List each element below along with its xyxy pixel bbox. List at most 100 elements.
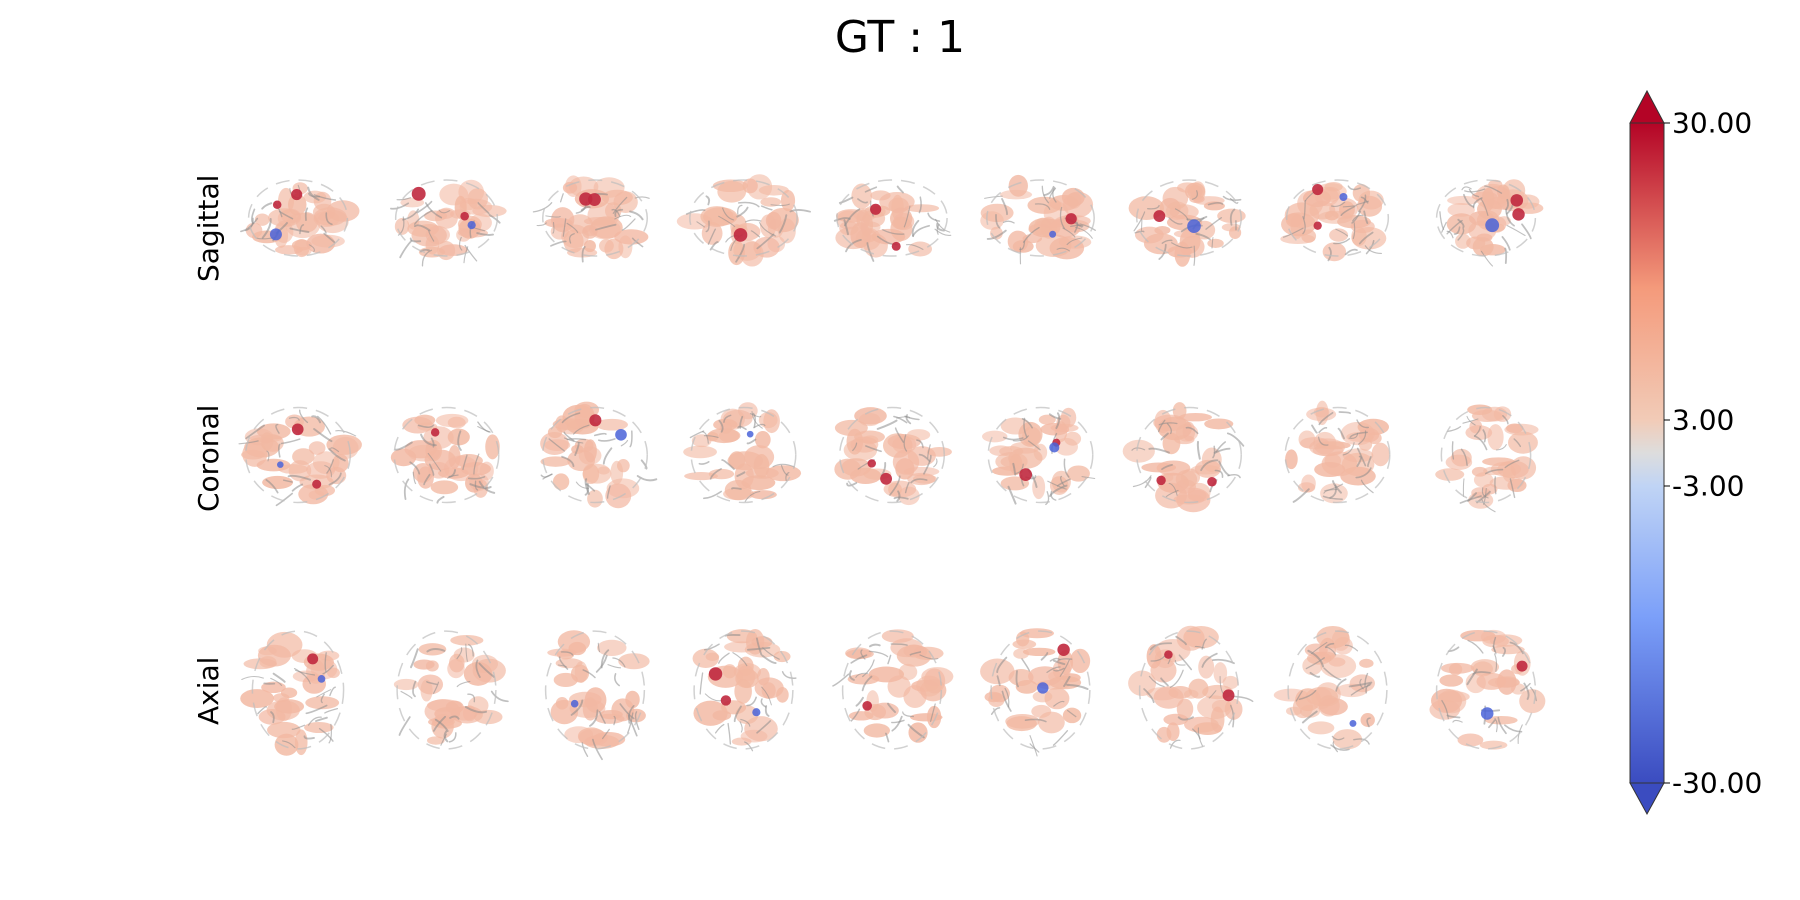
activation-blob: [728, 451, 746, 470]
anatomy-contour: [735, 243, 746, 263]
activation-blob: [428, 462, 450, 479]
activation-blob: [1122, 439, 1155, 463]
activation-blob: [256, 423, 291, 440]
activation-blob: [879, 191, 915, 212]
positive-peak: [272, 200, 282, 209]
anatomy-contour: [1482, 429, 1487, 443]
activation-blob: [393, 678, 419, 691]
negative-peak: [1339, 192, 1348, 202]
activation-blob: [1487, 424, 1504, 451]
anatomy-contour: [423, 473, 431, 486]
anatomy-contour: [1197, 727, 1204, 747]
brain-slice-axial: [832, 629, 954, 750]
anatomy-contour: [736, 206, 749, 218]
anatomy-contour: [620, 439, 629, 447]
activation-blob: [1044, 687, 1070, 710]
activation-blob: [1307, 721, 1335, 735]
brain-outline: [542, 179, 648, 257]
anatomy-contour: [727, 722, 732, 745]
anatomy-contour: [746, 438, 757, 445]
anatomy-contour: [1331, 735, 1345, 741]
activation-blob: [327, 667, 340, 679]
anatomy-contour: [855, 672, 869, 678]
anatomy-contour: [1505, 203, 1514, 215]
anatomy-contour: [595, 654, 608, 673]
colorbar-tick-label: 3.00: [1672, 403, 1735, 437]
anatomy-contour: [595, 223, 617, 231]
anatomy-contour: [1509, 478, 1516, 499]
anatomy-contour: [1335, 228, 1349, 237]
activation-blob: [259, 656, 277, 668]
anatomy-contour: [574, 442, 580, 457]
anatomy-contour: [1502, 415, 1509, 425]
activation-blob: [582, 225, 598, 239]
anatomy-contour: [896, 490, 901, 502]
brain-outline: [690, 406, 797, 504]
anatomy-contour: [1015, 670, 1019, 688]
anatomy-contour: [1311, 424, 1318, 434]
anatomy-contour: [299, 224, 305, 235]
anatomy-contour: [761, 654, 777, 665]
anatomy-contour: [592, 738, 603, 761]
anatomy-contour: [1012, 435, 1029, 442]
anatomy-contour: [1318, 411, 1334, 426]
anatomy-contour: [1079, 223, 1096, 231]
anatomy-contour: [261, 218, 272, 239]
anatomy-contour: [1229, 208, 1236, 226]
activation-blob: [583, 439, 597, 463]
anatomy-contour: [1177, 716, 1194, 721]
anatomy-contour: [696, 221, 705, 228]
anatomy-contour: [733, 705, 742, 723]
positive-peak: [1222, 689, 1235, 702]
anatomy-contour: [1215, 441, 1227, 453]
anatomy-contour: [927, 444, 931, 459]
activation-blob: [304, 721, 334, 733]
anatomy-contour: [1161, 239, 1173, 244]
anatomy-contour: [1057, 658, 1073, 662]
anatomy-contour: [1441, 699, 1449, 720]
anatomy-contour: [685, 209, 706, 215]
anatomy-contour: [703, 435, 719, 438]
anatomy-contour: [1501, 236, 1511, 251]
anatomy-contour: [1226, 432, 1245, 447]
anatomy-contour: [1062, 227, 1076, 238]
anatomy-contour: [413, 209, 433, 225]
anatomy-contour: [1002, 220, 1015, 224]
activation-blob: [1016, 631, 1030, 647]
activation-blob: [1437, 689, 1467, 714]
activation-blob: [597, 639, 627, 656]
activation-blob: [1067, 465, 1090, 482]
activation-blob: [1204, 418, 1234, 430]
anatomy-contour: [566, 222, 579, 234]
anatomy-contour: [1358, 194, 1367, 213]
anatomy-contour: [1195, 232, 1211, 241]
anatomy-contour: [1169, 739, 1181, 749]
activation-blob: [1435, 468, 1465, 481]
anatomy-contour: [832, 673, 850, 687]
activation-blob: [595, 418, 629, 431]
negative-peak: [746, 430, 754, 438]
brain-outline: [1136, 406, 1242, 504]
activation-blob: [705, 652, 720, 661]
anatomy-contour: [1201, 652, 1218, 668]
anatomy-contour: [1484, 185, 1503, 194]
anatomy-contour: [1048, 413, 1062, 420]
activation-blob: [1295, 688, 1321, 712]
anatomy-contour: [698, 461, 710, 465]
activation-blob: [753, 454, 770, 478]
activation-blob: [1057, 650, 1074, 675]
anatomy-contour: [738, 201, 760, 208]
anatomy-contour: [402, 208, 420, 221]
anatomy-contour: [1059, 206, 1065, 229]
anatomy-contour: [1364, 672, 1369, 688]
activation-blob: [563, 229, 584, 254]
activation-blob: [1000, 189, 1033, 200]
activation-blob: [1064, 431, 1082, 446]
activation-blob: [552, 473, 570, 491]
anatomy-contour: [1175, 635, 1187, 646]
brain-slice-axial: [1429, 629, 1546, 750]
anatomy-contour: [1323, 667, 1342, 681]
anatomy-contour: [865, 445, 882, 453]
brain-outline: [986, 179, 1095, 257]
positive-peak: [708, 667, 723, 681]
